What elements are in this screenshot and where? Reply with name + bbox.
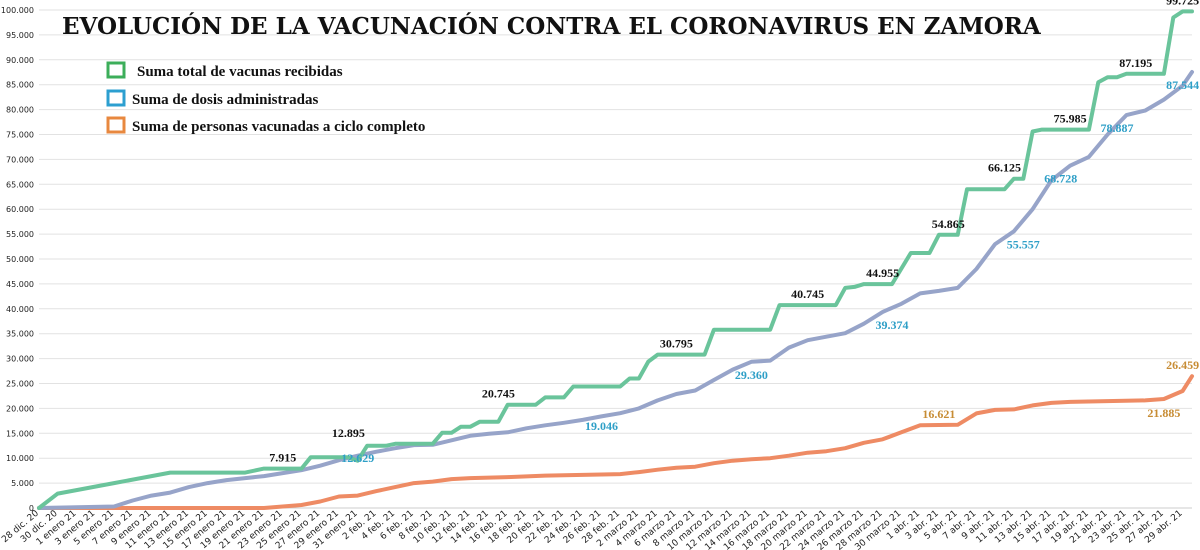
y-tick-label: 65.000	[6, 180, 34, 189]
series-lines	[37, 9, 1194, 510]
data-label-administered: 55.557	[1007, 237, 1040, 251]
data-label-complete: 26.459	[1166, 358, 1199, 372]
y-tick-label: 45.000	[6, 280, 34, 289]
series-line-administered	[37, 70, 1194, 510]
y-tick-label: 10.000	[6, 454, 34, 463]
y-tick-label: 85.000	[6, 81, 34, 90]
legend-swatch-administered	[106, 89, 126, 107]
legend-item-received: Suma total de vacunas recibidas	[106, 61, 343, 80]
legend: Suma total de vacunas recibidas Suma de …	[106, 61, 425, 135]
chart-title: EVOLUCIÓN DE LA VACUNACIÓN CONTRA EL COR…	[62, 13, 1042, 40]
data-label-complete: 16.621	[922, 407, 955, 421]
data-label-received: 7.915	[269, 451, 296, 465]
data-label-received: 54.865	[932, 217, 965, 231]
data-label-received: 44.955	[866, 266, 899, 280]
y-tick-label: 70.000	[6, 155, 34, 164]
data-label-administered: 87.544	[1166, 78, 1199, 92]
y-tick-label: 75.000	[6, 131, 34, 140]
grid	[39, 9, 1192, 509]
y-tick-label: 55.000	[6, 230, 34, 239]
y-tick-label: 5.000	[11, 479, 34, 488]
legend-item-complete: Suma de personas vacunadas a ciclo compl…	[106, 116, 425, 135]
y-tick-label: 90.000	[6, 56, 34, 65]
data-label-received: 66.125	[988, 161, 1021, 175]
data-label-received: 20.745	[482, 387, 515, 401]
y-tick-label: 20.000	[6, 404, 34, 413]
legend-label-administered: Suma de dosis administradas	[132, 92, 318, 108]
data-label-received: 99.725	[1166, 0, 1199, 7]
legend-swatch-received	[106, 61, 126, 79]
data-label-received: 87.195	[1119, 56, 1152, 70]
data-label-administered: 29.360	[735, 368, 768, 382]
y-tick-label: 60.000	[6, 205, 34, 214]
data-label-received: 30.795	[660, 337, 693, 351]
data-label-received: 12.895	[332, 426, 365, 440]
data-label-administered: 68.728	[1044, 172, 1077, 186]
data-label-administered: 19.046	[585, 419, 618, 433]
data-label-received: 75.985	[1054, 112, 1087, 126]
legend-swatch-complete	[106, 116, 126, 134]
y-tick-label: 80.000	[6, 106, 34, 115]
y-tick-label: 15.000	[6, 429, 34, 438]
y-tick-label: 0	[29, 504, 34, 513]
y-tick-label: 30.000	[6, 355, 34, 364]
y-tick-label: 100.000	[1, 6, 34, 15]
y-tick-label: 40.000	[6, 305, 34, 314]
y-tick-label: 25.000	[6, 380, 34, 389]
y-tick-label: 35.000	[6, 330, 34, 339]
data-label-complete: 21.885	[1147, 406, 1180, 420]
y-tick-label: 95.000	[6, 31, 34, 40]
legend-label-received: Suma total de vacunas recibidas	[137, 64, 343, 80]
series-line-received	[37, 9, 1194, 510]
data-label-administered: 39.374	[876, 318, 909, 332]
data-label-administered: 12.629	[341, 451, 374, 465]
y-tick-label: 50.000	[6, 255, 34, 264]
legend-label-complete: Suma de personas vacunadas a ciclo compl…	[132, 119, 425, 135]
y-axis-ticks: 0 5.000 10.000 15.000 20.000 25.000 30.000 35.0…	[1, 6, 34, 513]
data-label-administered: 78.887	[1101, 121, 1134, 135]
data-labels: 7.915 12.895 20.745 30.795 40.745 44.955 54.86…	[269, 0, 1199, 465]
legend-item-administered: Suma de dosis administradas	[106, 89, 318, 108]
data-label-received: 40.745	[791, 287, 824, 301]
series-line-complete	[37, 374, 1194, 510]
